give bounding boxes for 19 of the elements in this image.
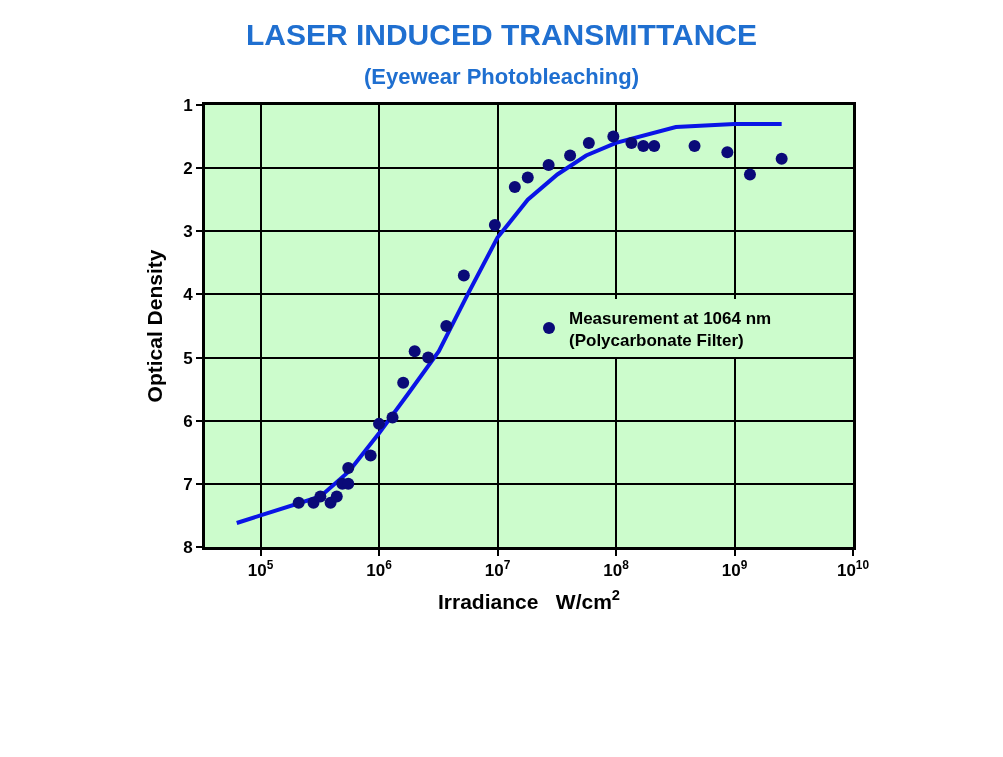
x-tick-label: 10$^{8}$ xyxy=(603,558,630,581)
y-tick-label: 6 xyxy=(183,411,193,431)
x-tick-label: 10$^{10}$ xyxy=(836,558,870,581)
legend-label: Measurement at 1064 nm (Polycarbonate Filter) xyxy=(569,308,772,350)
y-tick-label: 4 xyxy=(183,285,194,305)
x-tick-label: 10$^{6}$ xyxy=(366,558,393,581)
x-tick-label: 10$^{5}$ xyxy=(247,558,274,581)
x-axis-title: Irradiance W/cm$^{2}$ xyxy=(437,586,621,613)
chart-title: LASER INDUCED TRANSMITTANCE xyxy=(245,18,758,52)
y-axis-title: Optical Density xyxy=(143,249,167,403)
x-tick-label: 10$^{7}$ xyxy=(484,558,511,581)
y-tick-label: 1 xyxy=(183,95,193,115)
y-tick-label: 2 xyxy=(183,159,193,179)
y-tick-label: 3 xyxy=(183,222,193,242)
y-tick-label: 8 xyxy=(183,537,193,557)
y-tick-label: 5 xyxy=(183,348,193,368)
chart-subtitle: (Eyewear Photobleaching) xyxy=(363,64,640,90)
x-tick-label: 10$^{9}$ xyxy=(721,558,748,581)
y-tick-label: 7 xyxy=(183,474,193,494)
